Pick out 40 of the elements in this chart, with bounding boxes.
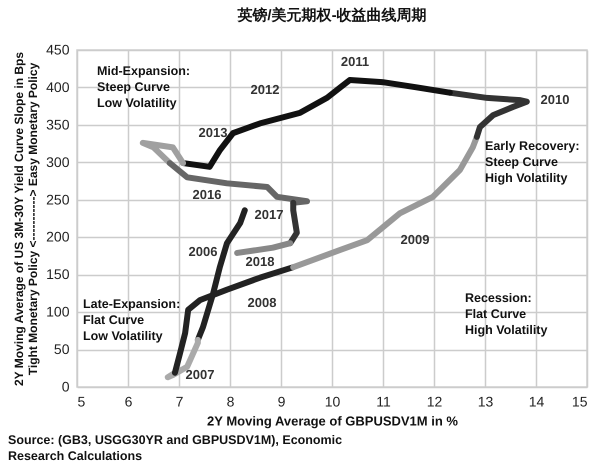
annotation: Late-Expansion: Flat Curve Low Volatility: [83, 297, 180, 343]
y-tick-label: 400: [46, 78, 70, 95]
annotation: 2016: [192, 187, 222, 202]
x-tick-label: 14: [528, 394, 544, 410]
annotation: Mid-Expansion: Steep Curve Low Volatility: [97, 64, 190, 110]
x-tick-label: 6: [124, 394, 133, 410]
x-tick-label: 8: [226, 394, 235, 410]
annotation: 2013: [198, 125, 228, 140]
x-tick-label: 7: [176, 394, 184, 410]
x-tick-label: 13: [478, 394, 494, 410]
x-tick-label: 12: [426, 394, 442, 410]
annotation: 2010: [540, 92, 570, 107]
y-axis-title: 2Y Moving Average of US 3M-30Y Yield Curve Slope in Bps Tight Monetary Policy <-----------> Easy Monetary Policy: [12, 52, 40, 386]
annotation: 2018: [246, 254, 274, 269]
chart-title: 英镑/美元期权-收益曲线周期: [236, 6, 427, 24]
y-tick-label: 100: [46, 304, 70, 320]
y-tick-label: 450: [46, 42, 70, 58]
annotation: 2008: [248, 295, 276, 310]
x-tick-label: 10: [324, 394, 340, 410]
source-note: Source: (GB3, USGG30YR and GBPUSDV1M), Economic Research Calculations: [8, 433, 342, 463]
annotation: 2011: [340, 54, 370, 69]
annotation: 2007: [186, 367, 214, 382]
x-tick-label: 11: [376, 394, 391, 410]
y-tick-label: 300: [46, 154, 70, 170]
y-tick-label: 0: [62, 378, 70, 394]
x-tick-label: 15: [572, 394, 588, 410]
y-tick-label: 250: [46, 191, 70, 208]
y-tick-label: 200: [46, 228, 70, 245]
y-tick-label: 350: [46, 116, 70, 132]
annotation: 2012: [250, 82, 280, 97]
x-axis-title: 2Y Moving Average of GBPUSDV1M in %: [207, 414, 458, 428]
x-tick-label: 9: [278, 394, 286, 410]
annotation: 2009: [400, 232, 430, 247]
annotation: Early Recovery: Steep Curve High Volatility: [485, 139, 580, 185]
annotation: Recession: Flat Curve High Volatility: [465, 291, 548, 337]
annotation: 2006: [188, 244, 218, 259]
annotation: 2017: [254, 207, 284, 222]
y-tick-label: 150: [46, 266, 70, 282]
x-tick-label: 5: [78, 394, 86, 410]
y-tick-label: 50: [54, 341, 70, 358]
